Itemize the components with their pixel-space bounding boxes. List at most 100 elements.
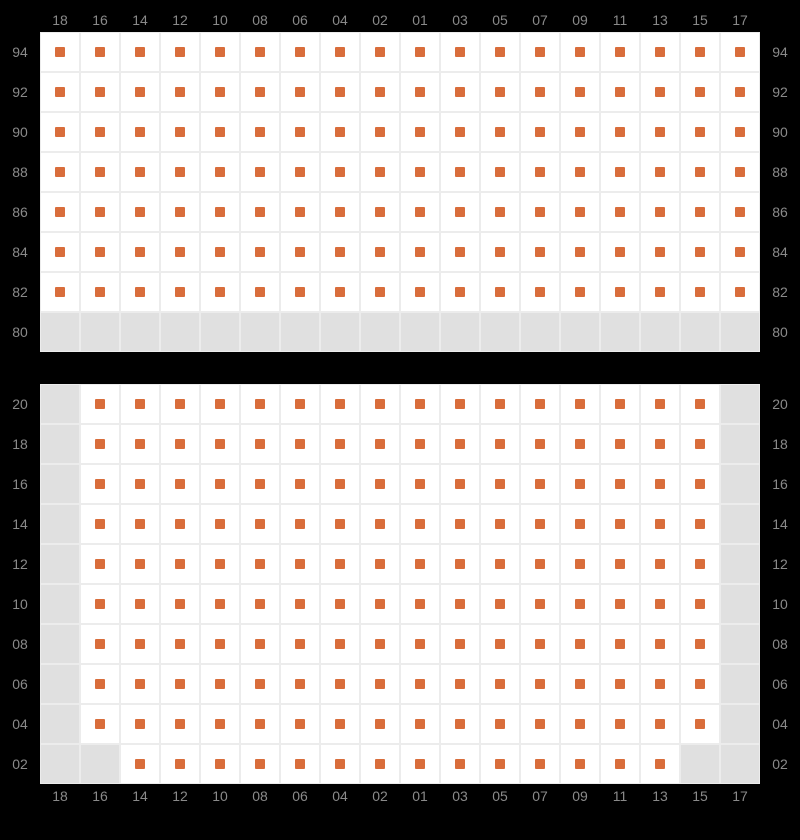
seat-cell[interactable]: [720, 152, 760, 192]
seat-cell[interactable]: [640, 664, 680, 704]
seat-cell[interactable]: [400, 704, 440, 744]
seat-cell[interactable]: [80, 544, 120, 584]
seat-cell[interactable]: [400, 192, 440, 232]
seat-cell[interactable]: [240, 504, 280, 544]
seat-cell[interactable]: [520, 464, 560, 504]
seat-cell[interactable]: [280, 624, 320, 664]
seat-cell[interactable]: [600, 32, 640, 72]
seat-cell[interactable]: [560, 32, 600, 72]
seat-cell[interactable]: [320, 584, 360, 624]
seat-cell[interactable]: [480, 152, 520, 192]
seat-cell[interactable]: [80, 624, 120, 664]
seat-cell[interactable]: [680, 232, 720, 272]
seat-cell[interactable]: [200, 664, 240, 704]
seat-cell[interactable]: [640, 704, 680, 744]
seat-cell[interactable]: [120, 624, 160, 664]
seat-cell[interactable]: [280, 424, 320, 464]
seat-cell[interactable]: [280, 464, 320, 504]
seat-cell[interactable]: [480, 704, 520, 744]
seat-cell[interactable]: [160, 704, 200, 744]
seat-cell[interactable]: [40, 272, 80, 312]
seat-cell[interactable]: [560, 664, 600, 704]
seat-cell[interactable]: [80, 424, 120, 464]
seat-cell[interactable]: [240, 32, 280, 72]
seat-cell[interactable]: [240, 424, 280, 464]
seat-cell[interactable]: [600, 192, 640, 232]
seat-cell[interactable]: [240, 232, 280, 272]
seat-cell[interactable]: [160, 32, 200, 72]
seat-cell[interactable]: [680, 112, 720, 152]
seat-cell[interactable]: [640, 72, 680, 112]
seat-cell[interactable]: [240, 544, 280, 584]
seat-cell[interactable]: [160, 544, 200, 584]
seat-cell[interactable]: [320, 744, 360, 784]
seat-cell[interactable]: [400, 152, 440, 192]
seat-cell[interactable]: [200, 464, 240, 504]
seat-cell[interactable]: [560, 72, 600, 112]
seat-cell[interactable]: [520, 32, 560, 72]
seat-cell[interactable]: [240, 112, 280, 152]
seat-cell[interactable]: [600, 272, 640, 312]
seat-cell[interactable]: [120, 152, 160, 192]
seat-cell[interactable]: [440, 704, 480, 744]
seat-cell[interactable]: [120, 664, 160, 704]
seat-cell[interactable]: [680, 504, 720, 544]
seat-cell[interactable]: [720, 272, 760, 312]
seat-cell[interactable]: [600, 232, 640, 272]
seat-cell[interactable]: [320, 384, 360, 424]
seat-cell[interactable]: [360, 32, 400, 72]
seat-cell[interactable]: [440, 664, 480, 704]
seat-cell[interactable]: [40, 112, 80, 152]
seat-cell[interactable]: [200, 152, 240, 192]
seat-cell[interactable]: [360, 232, 400, 272]
seat-cell[interactable]: [400, 584, 440, 624]
seat-cell[interactable]: [480, 112, 520, 152]
seat-cell[interactable]: [520, 544, 560, 584]
seat-cell[interactable]: [600, 112, 640, 152]
seat-cell[interactable]: [480, 384, 520, 424]
seat-cell[interactable]: [440, 272, 480, 312]
seat-cell[interactable]: [200, 72, 240, 112]
seat-cell[interactable]: [480, 504, 520, 544]
seat-cell[interactable]: [520, 192, 560, 232]
seat-cell[interactable]: [280, 704, 320, 744]
seat-cell[interactable]: [80, 464, 120, 504]
seat-cell[interactable]: [120, 384, 160, 424]
seat-cell[interactable]: [280, 152, 320, 192]
seat-cell[interactable]: [680, 152, 720, 192]
seat-cell[interactable]: [160, 584, 200, 624]
seat-cell[interactable]: [120, 584, 160, 624]
seat-cell[interactable]: [320, 152, 360, 192]
seat-cell[interactable]: [640, 504, 680, 544]
seat-cell[interactable]: [40, 232, 80, 272]
seat-cell[interactable]: [320, 192, 360, 232]
seat-cell[interactable]: [520, 384, 560, 424]
seat-cell[interactable]: [440, 72, 480, 112]
seat-cell[interactable]: [600, 584, 640, 624]
seat-cell[interactable]: [600, 424, 640, 464]
seat-cell[interactable]: [320, 624, 360, 664]
seat-cell[interactable]: [400, 112, 440, 152]
seat-cell[interactable]: [600, 152, 640, 192]
seat-cell[interactable]: [200, 32, 240, 72]
seat-cell[interactable]: [120, 504, 160, 544]
seat-cell[interactable]: [120, 424, 160, 464]
seat-cell[interactable]: [40, 72, 80, 112]
seat-cell[interactable]: [320, 544, 360, 584]
seat-cell[interactable]: [480, 72, 520, 112]
seat-cell[interactable]: [520, 624, 560, 664]
seat-cell[interactable]: [360, 424, 400, 464]
seat-cell[interactable]: [480, 32, 520, 72]
seat-cell[interactable]: [320, 32, 360, 72]
seat-cell[interactable]: [400, 624, 440, 664]
seat-cell[interactable]: [560, 704, 600, 744]
seat-cell[interactable]: [440, 192, 480, 232]
seat-cell[interactable]: [440, 232, 480, 272]
seat-cell[interactable]: [240, 664, 280, 704]
seat-cell[interactable]: [160, 624, 200, 664]
seat-cell[interactable]: [400, 664, 440, 704]
seat-cell[interactable]: [400, 32, 440, 72]
seat-cell[interactable]: [160, 152, 200, 192]
seat-cell[interactable]: [360, 544, 400, 584]
seat-cell[interactable]: [360, 112, 400, 152]
